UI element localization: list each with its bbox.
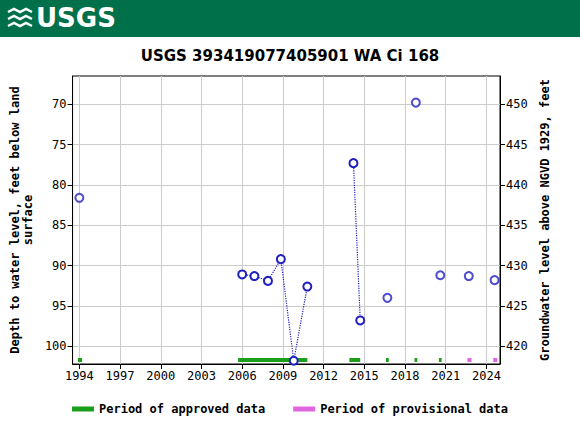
svg-text:Period of provisional data: Period of provisional data [320,402,508,416]
svg-text:85: 85 [52,218,66,232]
svg-text:80: 80 [52,178,66,192]
svg-text:2012: 2012 [309,369,338,383]
svg-text:420: 420 [506,339,528,353]
svg-text:2018: 2018 [391,369,420,383]
svg-text:95: 95 [52,299,66,313]
svg-text:1997: 1997 [106,369,135,383]
svg-text:100: 100 [45,339,67,353]
svg-text:2015: 2015 [350,369,379,383]
svg-text:450: 450 [506,97,528,111]
svg-text:1994: 1994 [65,369,94,383]
svg-text:90: 90 [52,259,66,273]
svg-text:2006: 2006 [228,369,257,383]
svg-text:USGS: USGS [36,3,116,33]
svg-text:425: 425 [506,299,528,313]
svg-text:Groundwater level above NGVD 1: Groundwater level above NGVD 1929, feet [538,79,552,361]
svg-text:2000: 2000 [146,369,175,383]
svg-text:2009: 2009 [268,369,297,383]
svg-text:Period of approved data: Period of approved data [99,402,265,416]
svg-text:USGS 393419077405901 WA Ci 168: USGS 393419077405901 WA Ci 168 [141,47,439,65]
svg-text:2021: 2021 [431,369,460,383]
svg-text:435: 435 [506,218,528,232]
svg-text:445: 445 [506,138,528,152]
svg-text:Depth to water level, feet bel: Depth to water level, feet below land [8,86,22,353]
svg-text:440: 440 [506,178,528,192]
svg-text:surface: surface [21,195,35,246]
svg-text:430: 430 [506,259,528,273]
svg-text:75: 75 [52,138,66,152]
svg-text:2003: 2003 [187,369,216,383]
svg-text:2024: 2024 [472,369,501,383]
svg-text:70: 70 [52,97,66,111]
